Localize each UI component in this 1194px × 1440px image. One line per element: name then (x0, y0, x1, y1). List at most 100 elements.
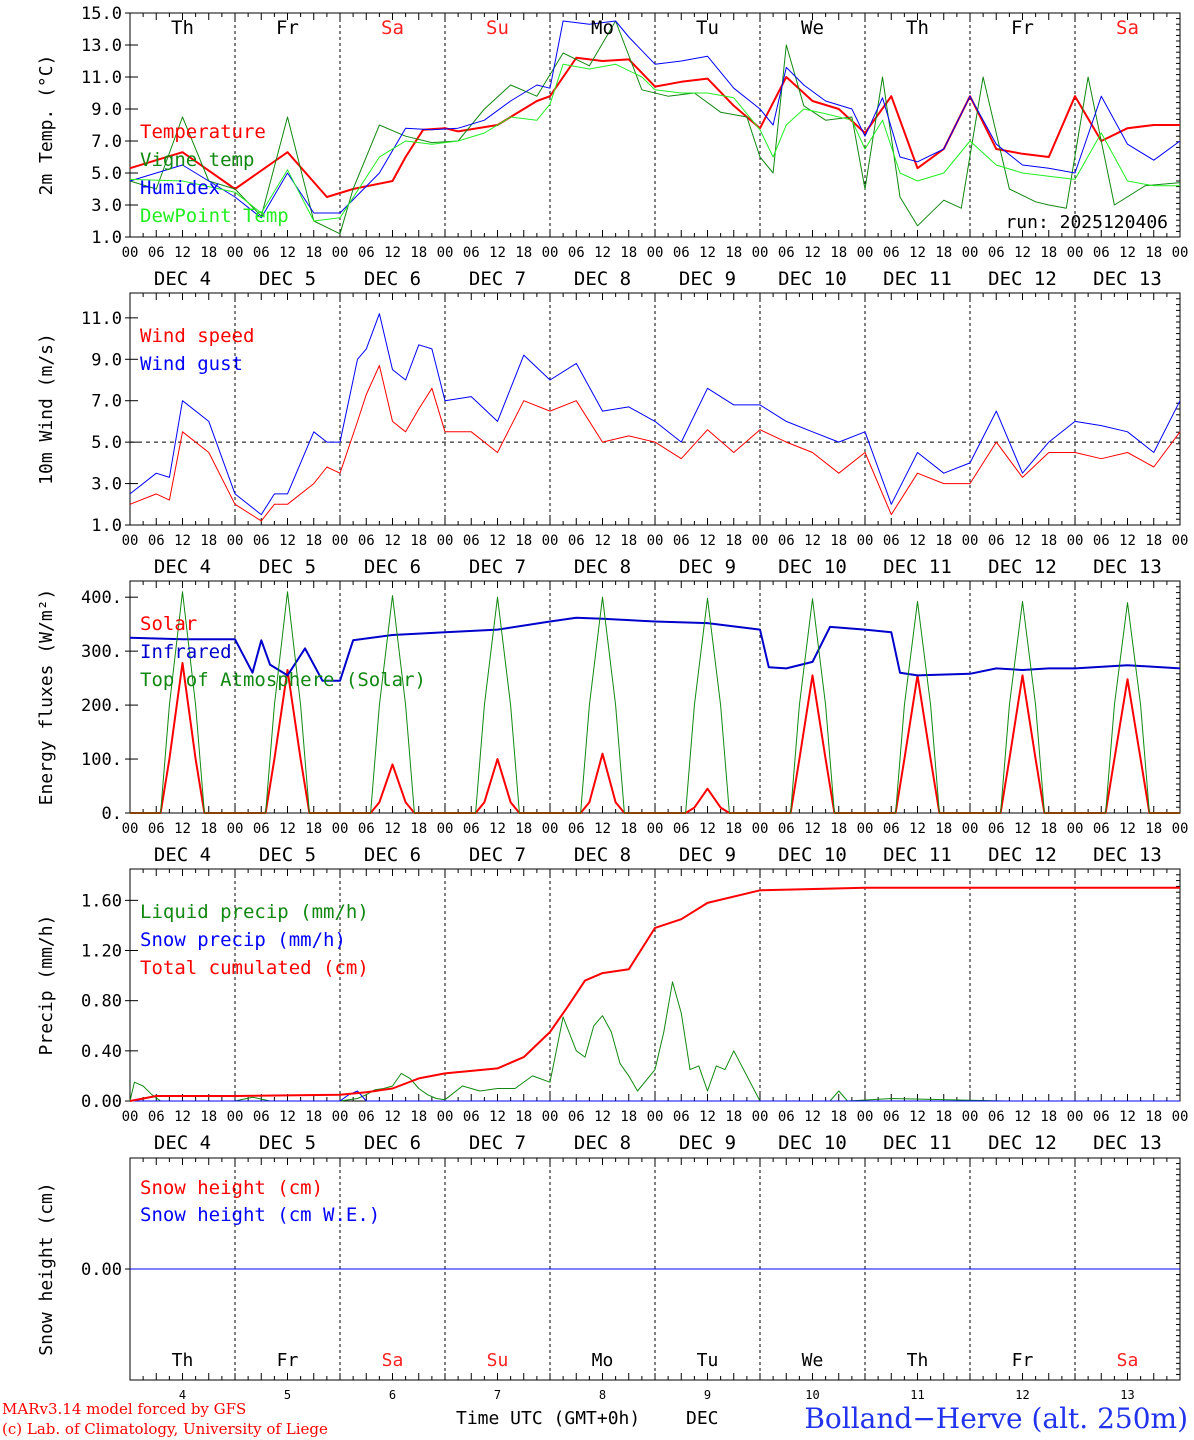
y-axis-title: Energy fluxes (W/m²) (36, 589, 57, 806)
model-credit: MARv3.14 model forced by GFS (2, 1400, 246, 1418)
hour-tick-label: 18 (830, 1109, 847, 1125)
hour-tick-label: 00 (542, 821, 559, 837)
date-label: DEC 13 (1093, 1132, 1162, 1154)
date-label: DEC 5 (259, 556, 316, 578)
hour-tick-label: 12 (384, 245, 401, 261)
day-number-label: 13 (1120, 1388, 1134, 1402)
hour-tick-label: 18 (305, 245, 322, 261)
hour-tick-label: 18 (410, 533, 427, 549)
hour-tick-label: 00 (647, 533, 664, 549)
date-label: DEC 6 (364, 1132, 421, 1154)
hour-tick-label: 12 (1014, 821, 1031, 837)
weekday-label: Th (906, 17, 929, 39)
panel-5 (125, 1157, 1181, 1381)
hour-tick-label: 18 (935, 245, 952, 261)
legend-entry: DewPoint Temp (140, 205, 289, 227)
hour-tick-label: 06 (463, 245, 480, 261)
hour-tick-label: 18 (200, 1109, 217, 1125)
hour-tick-label: 06 (988, 1109, 1005, 1125)
hour-tick-label: 06 (568, 533, 585, 549)
hour-tick-label: 12 (489, 533, 506, 549)
hour-tick-label: 06 (358, 533, 375, 549)
y-tick-label: 11.0 (81, 309, 122, 329)
hour-tick-label: 06 (1093, 1109, 1110, 1125)
y-tick-label: 1.0 (91, 228, 122, 248)
weekday-label: We (802, 1350, 824, 1371)
hour-tick-label: 12 (279, 533, 296, 549)
hour-tick-label: 00 (752, 245, 769, 261)
weekday-label: Th (172, 1350, 194, 1371)
hour-tick-label: 06 (463, 821, 480, 837)
series-line-vigne-temp (129, 20, 1181, 235)
hour-tick-label: 12 (174, 533, 191, 549)
hour-tick-label: 06 (253, 1109, 270, 1125)
hour-tick-label: 06 (253, 821, 270, 837)
hour-tick-label: 06 (148, 533, 165, 549)
hour-tick-label: 12 (699, 1109, 716, 1125)
hour-tick-label: 00 (962, 533, 979, 549)
hour-tick-label: 00 (332, 1109, 349, 1125)
hour-tick-label: 18 (515, 1109, 532, 1125)
date-label: DEC 10 (778, 1132, 847, 1154)
hour-tick-label: 12 (384, 533, 401, 549)
day-number-label: 7 (494, 1388, 501, 1402)
hour-tick-label: 18 (515, 821, 532, 837)
hour-tick-label: 00 (1067, 245, 1084, 261)
legend-entry: Snow height (cm W.E.) (140, 1204, 380, 1226)
hour-tick-label: 00 (1067, 1109, 1084, 1125)
date-label: DEC 7 (469, 556, 526, 578)
hour-tick-label: 18 (410, 821, 427, 837)
date-label: DEC 9 (679, 556, 736, 578)
hour-tick-label: 18 (725, 821, 742, 837)
y-tick-label: 0. (102, 804, 122, 824)
hour-tick-label: 00 (647, 1109, 664, 1125)
date-label: DEC 12 (988, 1132, 1057, 1154)
hour-tick-label: 00 (857, 245, 874, 261)
y-tick-label: 15.0 (81, 4, 122, 24)
hour-tick-label: 00 (647, 245, 664, 261)
hour-tick-label: 18 (410, 1109, 427, 1125)
hour-tick-label: 18 (1040, 1109, 1057, 1125)
hour-tick-label: 00 (227, 245, 244, 261)
hour-tick-label: 18 (305, 533, 322, 549)
legend-entry: Wind speed (140, 325, 254, 347)
x-axis-title: Time UTC (GMT+0h) (456, 1408, 640, 1429)
hour-tick-label: 00 (752, 1109, 769, 1125)
panel-frame (129, 12, 1181, 238)
date-label: DEC 11 (883, 844, 952, 866)
date-label: DEC 9 (679, 844, 736, 866)
y-tick-label: 1.20 (81, 942, 122, 962)
weekday-label: Mo (592, 1350, 614, 1371)
hour-tick-label: 00 (752, 533, 769, 549)
hour-tick-label: 12 (909, 1109, 926, 1125)
weekday-label: Su (487, 1350, 509, 1371)
series-line-humidex (129, 20, 1181, 219)
hour-tick-label: 12 (489, 821, 506, 837)
hour-tick-label: 00 (332, 245, 349, 261)
date-label: DEC 9 (679, 1132, 736, 1154)
panel-2 (125, 292, 1181, 526)
hour-tick-label: 06 (358, 245, 375, 261)
y-tick-label: 200. (81, 696, 122, 716)
y-tick-label: 11.0 (81, 68, 122, 88)
hour-tick-label: 12 (804, 1109, 821, 1125)
hour-tick-label: 12 (699, 821, 716, 837)
date-label: DEC 10 (778, 268, 847, 290)
hour-tick-label: 18 (830, 821, 847, 837)
hour-tick-label: 00 (857, 533, 874, 549)
legend-entry: Top of Atmosphere (Solar) (140, 669, 426, 691)
day-number-label: 8 (599, 1388, 606, 1402)
hour-tick-label: 18 (200, 821, 217, 837)
hour-tick-label: 06 (673, 1109, 690, 1125)
hour-tick-label: 06 (673, 533, 690, 549)
hour-tick-label: 12 (804, 245, 821, 261)
hour-tick-label: 00 (962, 1109, 979, 1125)
hour-tick-label: 06 (673, 245, 690, 261)
hour-tick-label: 12 (1014, 245, 1031, 261)
date-label: DEC 6 (364, 844, 421, 866)
y-tick-label: 400. (81, 588, 122, 608)
hour-tick-label: 00 (542, 1109, 559, 1125)
series-line-infrared (129, 616, 1181, 682)
y-tick-label: 7.0 (91, 392, 122, 412)
date-label: DEC 8 (574, 556, 631, 578)
